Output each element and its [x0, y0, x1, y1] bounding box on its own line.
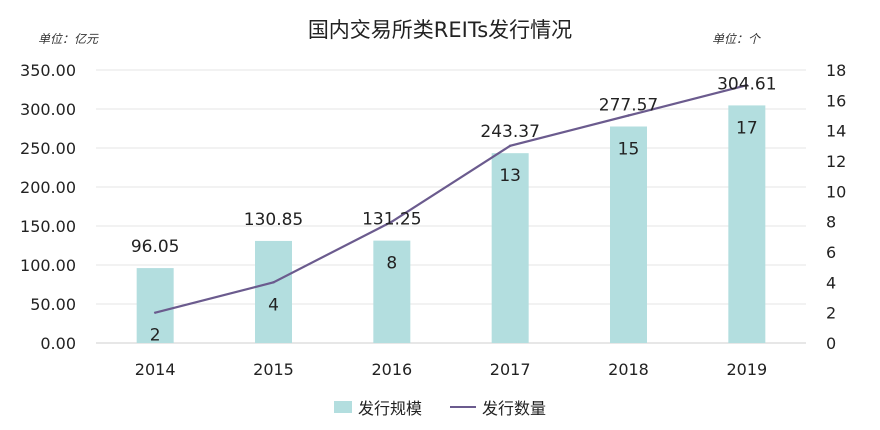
- left-tick-label: 150.00: [20, 217, 76, 236]
- right-tick-label: 4: [826, 273, 836, 292]
- bar: [136, 268, 174, 343]
- left-tick-label: 300.00: [20, 100, 76, 119]
- x-tick-label: 2016: [371, 360, 412, 379]
- left-axis-unit: 单位：亿元: [38, 32, 99, 46]
- left-tick-label: 350.00: [20, 61, 76, 80]
- line-value-label: 13: [499, 166, 521, 186]
- left-tick-label: 100.00: [20, 256, 76, 275]
- bar-value-label: 130.85: [244, 210, 303, 230]
- line-value-label: 4: [268, 295, 279, 315]
- line-value-label: 17: [736, 118, 758, 138]
- line-point: [272, 281, 275, 284]
- right-tick-label: 16: [826, 91, 846, 110]
- right-tick-label: 14: [826, 122, 846, 141]
- line-series: [153, 83, 749, 314]
- bar: [255, 240, 292, 343]
- left-tick-label: 200.00: [20, 178, 76, 197]
- bar-value-label: 304.61: [717, 74, 776, 94]
- bar-value-label: 277.57: [599, 95, 658, 115]
- chart-title: 国内交易所类REITs发行情况: [307, 18, 573, 42]
- line-value-label: 2: [150, 326, 161, 346]
- legend-swatch-bar: [333, 401, 352, 413]
- right-axis-ticks: 0 2 4 6 8 10 12 14 16 18: [826, 61, 846, 353]
- left-axis-ticks: 0.00 50.00 100.00 150.00 200.00 250.00 300.00 3…: [20, 61, 76, 353]
- legend-label-count: 发行数量: [482, 399, 547, 418]
- x-tick-label: 2015: [253, 360, 294, 379]
- line-value-label: 15: [618, 139, 640, 159]
- data-labels: 96.05 130.85 131.25 243.37 277.57 304.61 2 4 8 13…: [131, 74, 777, 345]
- grid-lines: [96, 69, 806, 344]
- legend: 发行规模 发行数量: [0, 395, 880, 419]
- x-axis-ticks: 2014 2015 2016 2017 2018 2019: [135, 360, 767, 379]
- right-tick-label: 18: [826, 61, 846, 80]
- bar-value-label: 131.25: [362, 210, 421, 230]
- left-tick-label: 250.00: [20, 139, 76, 158]
- left-tick-label: 50.00: [30, 295, 76, 314]
- bar-value-label: 243.37: [480, 122, 539, 142]
- bar: [373, 240, 411, 343]
- bar: [728, 105, 766, 343]
- bar-value-label: 96.05: [131, 237, 180, 257]
- legend-item-scale: 发行规模: [333, 395, 422, 419]
- right-tick-label: 0: [826, 334, 836, 353]
- legend-item-count: 发行数量: [450, 395, 546, 419]
- x-tick-label: 2018: [608, 360, 649, 379]
- x-tick-label: 2017: [490, 360, 531, 379]
- line-point: [745, 83, 749, 87]
- line-point: [508, 144, 512, 148]
- right-tick-label: 10: [826, 182, 846, 201]
- line-point: [627, 114, 630, 117]
- line-value-label: 8: [386, 254, 397, 274]
- right-axis-unit: 单位：个: [712, 32, 761, 46]
- legend-swatch-line: [450, 406, 476, 408]
- legend-label-scale: 发行规模: [357, 399, 422, 418]
- bar-series: [136, 105, 766, 344]
- right-tick-label: 8: [826, 213, 836, 232]
- line-point: [153, 311, 157, 314]
- bar: [491, 153, 529, 343]
- right-tick-label: 6: [826, 243, 836, 262]
- line-point: [390, 220, 394, 223]
- right-tick-label: 12: [826, 152, 846, 171]
- line-path: [154, 84, 748, 314]
- x-tick-label: 2014: [135, 360, 176, 379]
- left-tick-label: 0.00: [40, 334, 76, 353]
- x-tick-label: 2019: [726, 360, 767, 379]
- bar: [610, 126, 647, 344]
- right-tick-label: 2: [826, 304, 836, 323]
